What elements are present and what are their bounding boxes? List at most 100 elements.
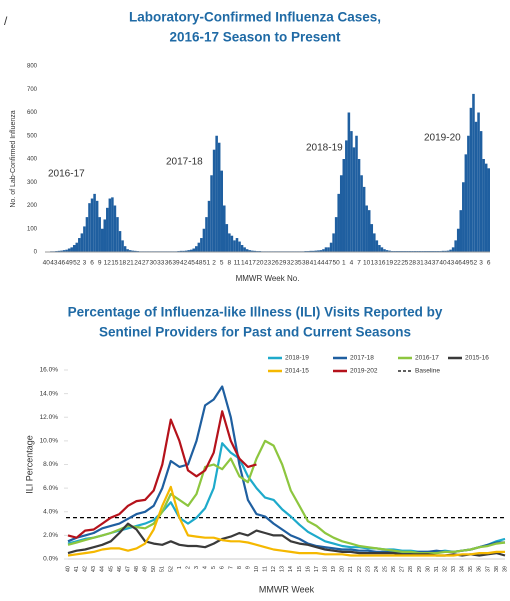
bar — [228, 233, 231, 252]
bar — [367, 210, 371, 252]
bar — [111, 197, 114, 252]
bar — [477, 112, 480, 252]
x-tick-label: 41 — [310, 260, 318, 267]
x-tick-label: 16 — [305, 566, 311, 572]
corner-text: / — [4, 14, 8, 28]
x-tick-label: 40 — [65, 566, 71, 572]
bar — [451, 247, 455, 252]
bar — [337, 193, 340, 252]
x-tick-label: 50 — [151, 566, 157, 572]
y-tick-label: 10.0% — [40, 438, 59, 445]
x-tick-label: 10 — [363, 260, 371, 267]
x-tick-label: 48 — [195, 260, 203, 267]
bar — [116, 217, 119, 252]
x-tick-label: 13 — [280, 566, 286, 572]
bar — [134, 250, 137, 252]
series-line — [67, 385, 505, 555]
bar — [210, 175, 213, 252]
chart-title: Sentinel Providers for Past and Current … — [99, 325, 411, 340]
x-tick-label: 9 — [245, 566, 251, 569]
bar — [342, 159, 346, 252]
x-tick-label: 12 — [104, 260, 112, 267]
bar — [334, 217, 338, 252]
bar — [205, 217, 208, 252]
y-tick-label: 800 — [27, 64, 38, 70]
season-label: 2018-19 — [306, 143, 343, 154]
bar — [332, 233, 335, 252]
chart-title: Percentage of Influenza-like Illness (IL… — [68, 305, 443, 320]
x-tick-label: 11 — [234, 260, 241, 267]
x-tick-label: 3 — [83, 260, 87, 267]
bar — [108, 198, 112, 252]
bar — [370, 224, 374, 252]
x-tick-label: 2 — [212, 260, 216, 267]
x-tick-label: 3 — [479, 260, 483, 267]
x-tick-label: 2 — [185, 566, 191, 569]
season-label: 2016-17 — [48, 169, 85, 180]
bar — [60, 250, 63, 252]
series-line — [67, 485, 505, 557]
bar — [189, 249, 193, 252]
y-tick-label: 500 — [27, 133, 38, 139]
x-tick-label: 18 — [119, 260, 127, 267]
bar — [479, 131, 483, 252]
x-tick-label: 22 — [357, 566, 363, 572]
bar — [456, 228, 460, 252]
bar — [220, 170, 223, 252]
bar — [113, 205, 117, 252]
bar — [248, 250, 251, 252]
bar — [131, 250, 134, 252]
x-tick-label: 16 — [378, 260, 386, 267]
y-tick-label: 0.0% — [43, 556, 58, 563]
bar — [98, 217, 101, 252]
bar — [350, 131, 353, 252]
bar — [472, 93, 475, 253]
x-tick-label: 20 — [256, 260, 264, 267]
bar — [212, 149, 216, 252]
x-tick-label: 23 — [365, 566, 371, 572]
x-tick-label: 18 — [323, 566, 329, 572]
x-tick-label: 9 — [98, 260, 102, 267]
bar — [383, 249, 386, 252]
x-tick-label: 32 — [287, 260, 295, 267]
series-line — [67, 439, 506, 555]
bar — [352, 147, 356, 252]
x-tick-label: 17 — [249, 260, 257, 267]
bar — [217, 142, 221, 252]
x-tick-label: 44 — [317, 260, 325, 267]
x-tick-label: 35 — [468, 566, 474, 572]
x-tick-label: 24 — [374, 566, 380, 572]
bar — [57, 250, 61, 252]
bar — [462, 182, 465, 252]
bar — [245, 249, 249, 252]
bar — [197, 242, 201, 252]
x-tick-label: 20 — [340, 566, 346, 572]
bar — [62, 250, 66, 252]
x-tick-label: 43 — [447, 260, 455, 267]
bar — [67, 248, 71, 252]
bar — [207, 200, 211, 252]
x-tick-label: 3 — [194, 566, 200, 569]
x-tick-label: 24 — [134, 260, 142, 267]
bar — [123, 246, 127, 252]
x-tick-label: 26 — [272, 260, 280, 267]
bar — [195, 246, 198, 252]
x-tick-label: 49 — [66, 260, 74, 267]
season-label: 2017-18 — [166, 157, 203, 168]
bar — [90, 198, 94, 252]
bar — [362, 186, 366, 252]
x-tick-label: 39 — [502, 566, 508, 572]
legend-label: 2017-18 — [350, 355, 374, 362]
x-tick-label: 37 — [432, 260, 440, 267]
x-tick-label: 6 — [487, 260, 491, 267]
bar — [459, 210, 463, 252]
x-tick-label: 11 — [263, 566, 269, 572]
x-tick-label: 28 — [409, 260, 417, 267]
bar — [360, 175, 363, 252]
bar — [319, 250, 323, 252]
bar — [93, 193, 96, 252]
x-tick-label: 19 — [331, 566, 337, 572]
x-tick-label: 32 — [442, 566, 448, 572]
bar — [233, 240, 236, 252]
bar — [347, 112, 351, 252]
